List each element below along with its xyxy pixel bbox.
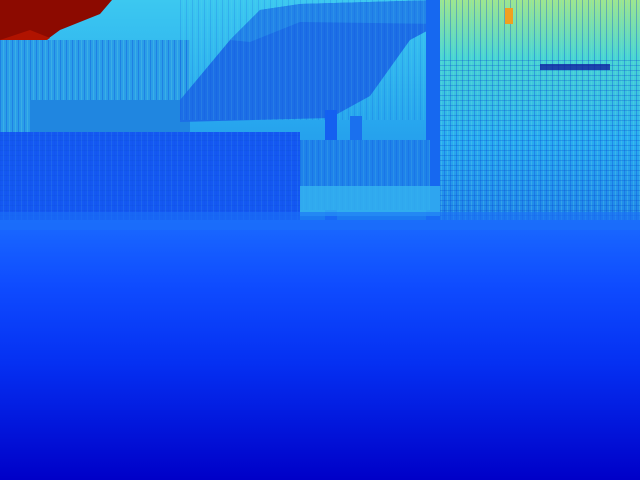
ground-plane xyxy=(0,220,640,480)
